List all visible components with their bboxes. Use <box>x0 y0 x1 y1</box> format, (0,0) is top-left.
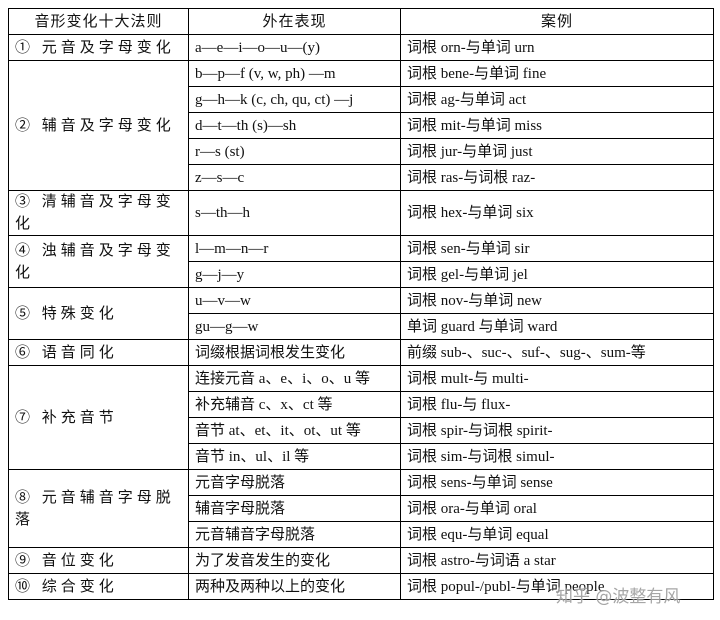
example-cell: 词根 mit-与单词 miss <box>400 112 714 139</box>
watermark: 知乎 @波整有风 <box>556 587 681 607</box>
example-cell: 词根 equ-与单词 equal <box>400 521 714 548</box>
form-cell: 辅音字母脱落 <box>188 495 401 522</box>
form-cell: 为了发音发生的变化 <box>188 547 401 574</box>
form-cell: gu—g—w <box>188 313 401 340</box>
example-cell: 词根 orn-与单词 urn <box>400 34 714 61</box>
example-cell: 词根 sen-与单词 sir <box>400 235 714 262</box>
example-cell: 词根 hex-与单词 six <box>400 190 714 236</box>
form-cell: a—e—i—o—u—(y) <box>188 34 401 61</box>
example-cell: 词根 jur-与单词 just <box>400 138 714 165</box>
example-cell: 词根 popul-/publ-与单词 people <box>400 573 714 600</box>
form-cell: 连接元音 a、e、i、o、u 等 <box>188 365 401 392</box>
rule-cell: ⑨ 音位变化 <box>8 547 189 574</box>
table-row: r—s (st) 词根 jur-与单词 just <box>9 138 714 165</box>
form-cell: 音节 in、ul、il 等 <box>188 443 401 470</box>
table-row: gu—g—w 单词 guard 与单词 ward <box>9 313 714 340</box>
form-cell: 补充辅音 c、x、ct 等 <box>188 391 401 418</box>
rule-cell: ① 元音及字母变化 <box>8 34 189 61</box>
table-row: ⑧ 元音辅音字母脱落 元音字母脱落 词根 sens-与单词 sense <box>8 469 714 548</box>
header-row: 音形变化十大法则 外在表现 案例 <box>8 8 714 35</box>
table-row: ④ 浊辅音及字母变化 l—m—n—r 词根 sen-与单词 sir <box>8 235 714 288</box>
table-row: ⑤ 特殊变化 u—v—w 词根 nov-与单词 new <box>8 287 714 340</box>
example-cell: 词根 nov-与单词 new <box>400 287 714 314</box>
rule-cell: ⑧ 元音辅音字母脱落 <box>8 469 189 548</box>
form-cell: d—t—th (s)—sh <box>188 112 401 139</box>
form-cell: r—s (st) <box>188 138 401 165</box>
example-cell: 词根 astro-与词语 a star <box>400 547 714 574</box>
table-row: ① 元音及字母变化 a—e—i—o—u—(y) 词根 orn-与单词 urn <box>8 34 714 61</box>
table-row: 音节 at、et、it、ot、ut 等词根 spir-与词根 spirit- <box>9 417 714 444</box>
table-row: ⑦ 补充音节 连接元音 a、e、i、o、u 等词根 mult-与 multi- <box>8 365 714 470</box>
rule-cell: ③ 清辅音及字母变化 <box>8 190 189 236</box>
form-cell: 元音字母脱落 <box>188 469 401 496</box>
example-cell: 词根 ora-与单词 oral <box>400 495 714 522</box>
table-row: ⑥ 语音同化 词缀根据词根发生变化 前缀 sub-、suc-、suf-、sug-、s… <box>8 339 714 366</box>
header-cell: 音形变化十大法则 <box>8 8 189 35</box>
form-cell: g—j—y <box>188 261 401 288</box>
form-cell: 词缀根据词根发生变化 <box>188 339 401 366</box>
form-cell: u—v—w <box>188 287 401 314</box>
table-row: g—j—y 词根 gel-与单词 jel <box>9 261 714 288</box>
header-cell: 案例 <box>400 8 714 35</box>
example-cell: 词根 ras-与词根 raz- <box>400 164 714 191</box>
table-row: 辅音字母脱落 词根 ora-与单词 oral <box>9 495 714 522</box>
table-body: ① 元音及字母变化 a—e—i—o—u—(y) 词根 orn-与单词 urn ② 辅音… <box>8 34 714 600</box>
rule-cell: ⑦ 补充音节 <box>8 365 189 470</box>
example-cell: 词根 mult-与 multi- <box>400 365 714 392</box>
example-cell: 词根 gel-与单词 jel <box>400 261 714 288</box>
table-row: ⑨ 音位变化 为了发音发生的变化 词根 astro-与词语 a star <box>8 547 714 574</box>
rule-cell: ④ 浊辅音及字母变化 <box>8 235 189 288</box>
rule-cell: ⑥ 语音同化 <box>8 339 189 366</box>
table-row: g—h—k (c, ch, qu, ct) —j 词根 ag-与单词 act <box>9 86 714 113</box>
example-cell: 词根 sim-与词根 simul- <box>400 443 714 470</box>
example-cell: 单词 guard 与单词 ward <box>400 313 714 340</box>
table-row: 补充辅音 c、x、ct 等词根 flu-与 flux- <box>9 391 714 418</box>
form-cell: s—th—h <box>188 190 401 236</box>
form-cell: z—s—c <box>188 164 401 191</box>
example-cell: 词根 bene-与单词 fine <box>400 60 714 87</box>
table-row: d—t—th (s)—sh 词根 mit-与单词 miss <box>9 112 714 139</box>
form-cell: 元音辅音字母脱落 <box>188 521 401 548</box>
form-cell: g—h—k (c, ch, qu, ct) —j <box>188 86 401 113</box>
example-cell: 词根 sens-与单词 sense <box>400 469 714 496</box>
table-row: ⑩ 综合变化 两种及两种以上的变化 词根 popul-/publ-与单词 peopl… <box>8 573 714 600</box>
table-row: ② 辅音及字母变化 b—p—f (v, w, ph) —m 词根 bene-与单词 … <box>8 60 714 191</box>
form-cell: b—p—f (v, w, ph) —m <box>188 60 401 87</box>
header-cell: 外在表现 <box>188 8 401 35</box>
form-cell: 音节 at、et、it、ot、ut 等 <box>188 417 401 444</box>
rule-cell: ⑩ 综合变化 <box>8 573 189 600</box>
table-row: ③ 清辅音及字母变化 s—th—h 词根 hex-与单词 six <box>8 190 714 236</box>
table-row: z—s—c 词根 ras-与词根 raz- <box>9 164 714 191</box>
example-cell: 词根 flu-与 flux- <box>400 391 714 418</box>
rules-table: 音形变化十大法则 外在表现 案例 ① 元音及字母变化 a—e—i—o—u—(y) 词根 … <box>8 8 714 600</box>
rule-cell: ⑤ 特殊变化 <box>8 287 189 340</box>
rule-cell: ② 辅音及字母变化 <box>8 60 189 191</box>
example-cell: 词根 ag-与单词 act <box>400 86 714 113</box>
example-cell: 前缀 sub-、suc-、suf-、sug-、sum-等 <box>400 339 714 366</box>
form-cell: 两种及两种以上的变化 <box>188 573 401 600</box>
example-cell: 词根 spir-与词根 spirit- <box>400 417 714 444</box>
form-cell: l—m—n—r <box>188 235 401 262</box>
